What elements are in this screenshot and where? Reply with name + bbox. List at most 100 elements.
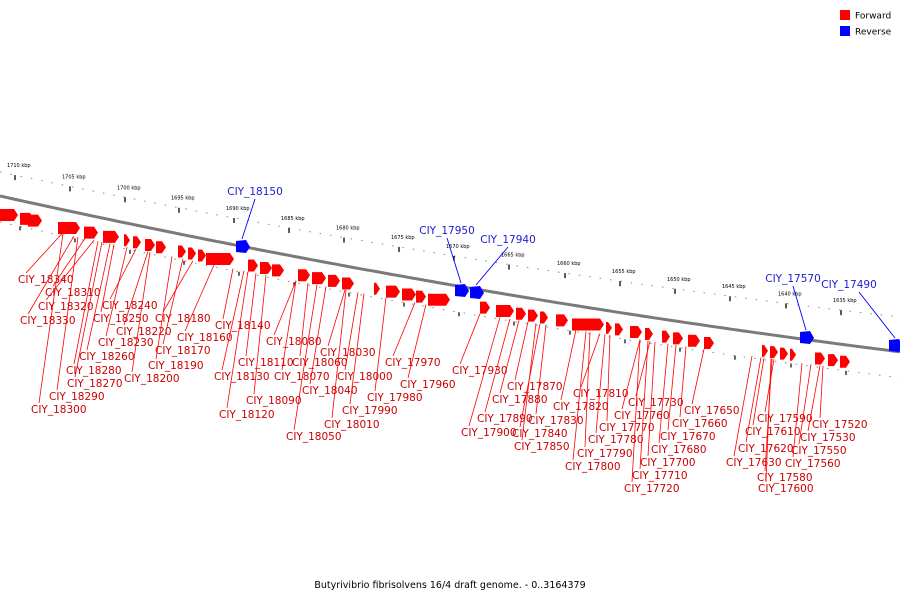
forward-gene-arrow	[662, 330, 670, 343]
forward-gene-label: CIY_17990	[342, 405, 398, 417]
scale-tick-label: 1670 kbp	[446, 244, 470, 250]
forward-gene-label: CIY_17670	[660, 431, 716, 443]
forward-gene-leader	[792, 362, 803, 458]
forward-gene-leader	[459, 313, 481, 365]
forward-gene-label: CIY_17650	[684, 405, 740, 417]
reverse-gene-arrow	[470, 286, 484, 299]
forward-gene-label: CIY_17930	[452, 365, 508, 377]
reverse-gene-leader	[792, 285, 807, 331]
forward-gene-arrow	[402, 288, 416, 301]
forward-gene-leader	[56, 236, 79, 391]
forward-gene-leader	[226, 271, 249, 409]
forward-gene-arrow	[828, 354, 838, 367]
forward-gene-label: CIY_17550	[791, 445, 847, 457]
forward-gene-leader	[484, 318, 511, 413]
forward-gene-leader	[798, 364, 812, 445]
scale-tick-label: 1675 kbp	[391, 235, 415, 241]
forward-gene-leader	[374, 297, 387, 392]
forward-gene-arrow	[480, 301, 490, 314]
scale-tick-label: 1655 kbp	[612, 269, 636, 275]
forward-gene-leader	[52, 238, 86, 287]
forward-gene-label: CIY_18270	[67, 378, 123, 390]
forward-gene-label: CIY_18070	[274, 371, 330, 383]
forward-gene-label: CIY_18260	[79, 351, 135, 363]
forward-gene-label: CIY_18220	[116, 326, 172, 338]
forward-gene-label: CIY_17800	[565, 461, 621, 473]
forward-gene-label: CIY_17840	[512, 428, 568, 440]
reverse-gene-leader	[475, 246, 509, 286]
forward-gene-label: CIY_18180	[155, 313, 211, 325]
forward-gene-arrow	[178, 245, 186, 258]
forward-gene-leader	[25, 233, 63, 274]
reverse-gene-arrow	[800, 331, 814, 344]
forward-gene-leader	[584, 331, 591, 448]
forward-gene-leader	[468, 317, 501, 427]
forward-gene-label: CIY_17680	[651, 444, 707, 456]
forward-gene-leader	[109, 248, 137, 300]
forward-gene-leader	[105, 247, 128, 337]
forward-gene-label: CIY_18330	[20, 315, 76, 327]
forward-gene-label: CIY_18310	[45, 287, 101, 299]
forward-gene-arrow	[840, 355, 850, 368]
forward-gene-leader	[299, 282, 309, 357]
forward-gene-arrow	[428, 293, 450, 306]
forward-gene-leader	[606, 335, 611, 422]
forward-gene-leader	[162, 258, 184, 345]
forward-gene-leader	[691, 349, 705, 405]
reverse-gene-leader	[446, 237, 462, 284]
forward-gene-leader	[222, 268, 234, 320]
forward-gene-leader	[184, 264, 215, 332]
scale-tick-label: 1685 kbp	[281, 216, 305, 222]
reverse-gene-arrow	[236, 240, 250, 253]
forward-gene-arrow	[156, 241, 166, 254]
scale-tick-label: 1700 kbp	[117, 185, 141, 191]
forward-gene-label: CIY_18090	[246, 395, 302, 407]
forward-gene-arrow	[198, 249, 206, 262]
forward-gene-label: CIY_17600	[758, 483, 814, 495]
forward-gene-arrow	[496, 305, 514, 318]
forward-gene-leader	[45, 240, 95, 301]
forward-gene-leader	[745, 357, 762, 443]
forward-gene-arrow	[516, 307, 526, 320]
forward-gene-label: CIY_17900	[461, 427, 517, 439]
forward-gene-arrow	[0, 208, 18, 221]
forward-gene-label: CIY_17710	[632, 470, 688, 482]
forward-gene-label: CIY_17770	[599, 422, 655, 434]
forward-gene-leader	[560, 329, 577, 401]
forward-gene-leader	[392, 302, 416, 357]
forward-gene-leader	[221, 270, 245, 371]
forward-gene-leader	[407, 304, 427, 379]
forward-gene-label: CIY_17980	[367, 392, 423, 404]
forward-gene-label: CIY_18040	[302, 385, 358, 397]
forward-gene-leader	[86, 243, 111, 351]
forward-gene-label: CIY_17830	[528, 415, 584, 427]
forward-gene-arrow	[762, 344, 768, 357]
forward-gene-arrow	[84, 226, 98, 239]
scale-tick-label: 1660 kbp	[557, 261, 581, 267]
reverse-gene-leader	[241, 198, 256, 240]
forward-gene-arrow	[790, 348, 796, 361]
forward-gene-arrow	[248, 259, 258, 272]
forward-gene-arrow	[145, 238, 155, 251]
forward-gene-arrow	[133, 236, 141, 249]
forward-gene-arrow	[328, 274, 340, 287]
legend-reverse-label: Reverse	[855, 28, 892, 38]
forward-gene-arrow	[342, 277, 354, 290]
scale-tick-label: 1710 kbp	[7, 163, 31, 169]
forward-gene-leader	[281, 280, 297, 371]
forward-gene-label: CIY_18170	[155, 345, 211, 357]
forward-gene-leader	[764, 359, 775, 413]
reverse-gene-arrow	[455, 284, 469, 297]
forward-gene-label: CIY_17660	[672, 418, 728, 430]
forward-gene-arrow	[272, 264, 284, 277]
forward-gene-arrow	[124, 234, 130, 247]
forward-gene-leader	[327, 289, 346, 347]
forward-gene-leader	[123, 251, 149, 326]
forward-gene-arrow	[780, 347, 788, 360]
genome-backbone	[0, 194, 900, 354]
scale-tick-label: 1680 kbp	[336, 226, 360, 232]
reverse-gene-leader	[858, 291, 896, 339]
